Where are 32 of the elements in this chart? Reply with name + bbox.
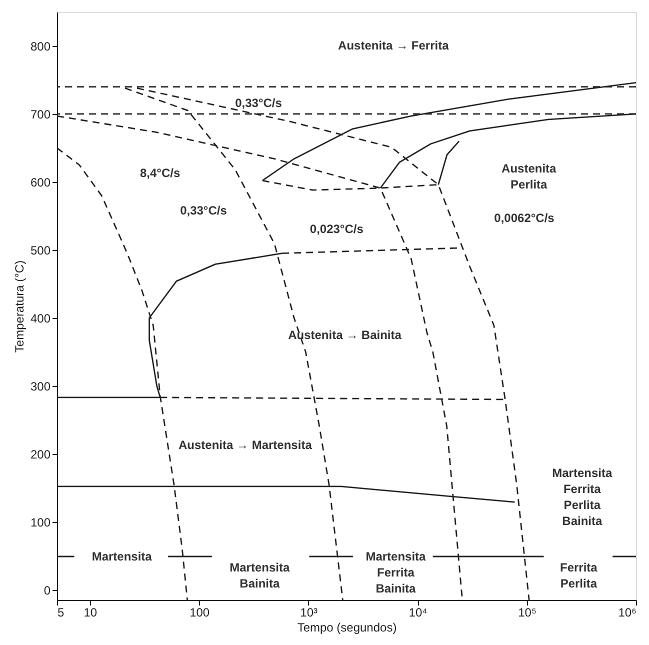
annotation: Austenita → Bainita (288, 328, 402, 342)
x-tick-label: 10⁵ (518, 606, 536, 620)
x-tick-label: 100 (190, 606, 210, 620)
x-axis-title: Tempo (segundos) (297, 620, 397, 634)
annotation: Austenita Perlita (502, 161, 557, 192)
annotation: Martensita (92, 549, 152, 564)
annotation: 0,0062°C/s (494, 210, 555, 225)
annotation: Austenita → Martensita (178, 438, 312, 452)
x-tick-label: 10⁴ (408, 606, 428, 620)
y-axis-title: Temperatura (°C) (12, 260, 26, 353)
x-tick-label: 10³ (300, 606, 318, 620)
annotation: 8,4°C/s (140, 166, 180, 180)
x-tick-label: 5 (58, 606, 64, 620)
annotation: Martensita Bainita (230, 560, 290, 591)
annotation: Ferrita Perlita (560, 560, 598, 591)
annotation: 0,33°C/s (235, 96, 282, 110)
y-tick-label: 200 (30, 447, 51, 462)
annotation: Martensita Ferrita Bainita (366, 549, 426, 596)
annotation: 0,33°C/s (180, 204, 228, 218)
annotation: Martensita Ferrita Perlita Bainita (552, 466, 612, 528)
annotation: 0,023°C/s (310, 222, 364, 236)
x-tick-label: 10⁶ (618, 606, 637, 620)
y-tick-label: 700 (30, 107, 51, 122)
y-tick-label: 800 (30, 39, 51, 54)
y-tick-label: 100 (30, 515, 51, 530)
y-tick-label: 400 (30, 311, 51, 326)
y-tick-label: 500 (30, 243, 51, 258)
annotation: Austenita → Ferrita (338, 38, 450, 53)
y-tick-label: 0 (44, 583, 51, 598)
y-tick-label: 300 (30, 379, 51, 394)
y-tick-label: 600 (30, 175, 51, 190)
x-tick-label: 10 (84, 606, 98, 620)
